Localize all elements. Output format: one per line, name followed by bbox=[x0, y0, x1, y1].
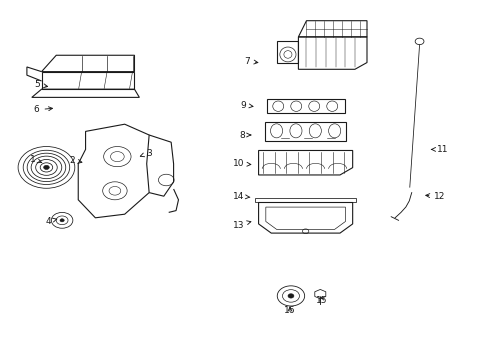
Circle shape bbox=[287, 294, 293, 298]
Text: 4: 4 bbox=[45, 217, 57, 226]
Text: 8: 8 bbox=[239, 130, 250, 139]
Text: 3: 3 bbox=[140, 149, 152, 158]
Text: 9: 9 bbox=[240, 100, 252, 109]
Circle shape bbox=[60, 219, 64, 222]
Text: 7: 7 bbox=[244, 57, 257, 66]
Text: 11: 11 bbox=[430, 145, 447, 154]
Text: 5: 5 bbox=[34, 80, 47, 89]
Text: 13: 13 bbox=[232, 220, 250, 230]
Text: 15: 15 bbox=[315, 296, 327, 305]
Text: 6: 6 bbox=[34, 105, 52, 114]
Text: 10: 10 bbox=[232, 159, 250, 168]
Text: 12: 12 bbox=[425, 192, 445, 201]
Circle shape bbox=[43, 165, 49, 170]
Text: 2: 2 bbox=[69, 156, 81, 165]
Text: 14: 14 bbox=[232, 192, 249, 201]
Text: 1: 1 bbox=[30, 154, 41, 163]
Text: 16: 16 bbox=[284, 306, 295, 315]
